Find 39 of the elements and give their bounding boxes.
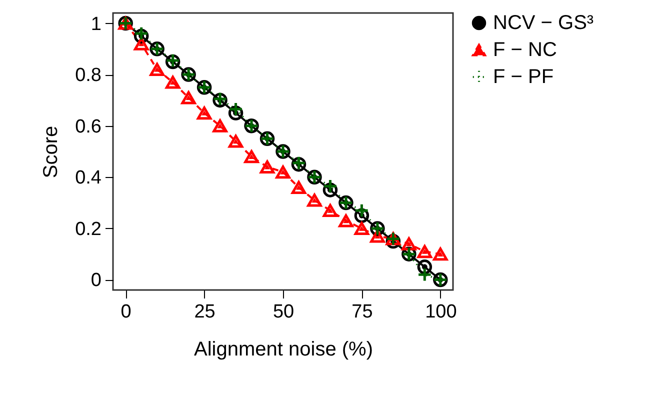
point xyxy=(354,222,370,235)
x-tick-label: 75 xyxy=(352,302,373,322)
legend-label: F − PF xyxy=(493,66,554,88)
point xyxy=(322,178,338,194)
point xyxy=(417,267,432,282)
point xyxy=(307,194,322,207)
point xyxy=(181,91,196,104)
point xyxy=(433,248,448,261)
y-tick-label: 0.6 xyxy=(75,116,102,138)
point xyxy=(244,150,259,164)
point xyxy=(196,106,212,120)
y-tick-label: 0.8 xyxy=(75,65,102,86)
point xyxy=(417,244,432,258)
y-tick-label: 1 xyxy=(90,14,102,35)
point xyxy=(276,165,290,179)
point xyxy=(228,102,244,117)
y-tick-label: 0.4 xyxy=(75,168,102,189)
point xyxy=(338,214,354,228)
point xyxy=(417,260,432,274)
x-tick-label: 50 xyxy=(272,302,294,322)
x-tick-label: 0 xyxy=(120,302,132,322)
point xyxy=(402,237,416,250)
point xyxy=(150,62,164,76)
y-tick-label: 0.2 xyxy=(75,218,102,240)
point xyxy=(228,134,244,148)
y-axis-title: Score xyxy=(40,126,62,178)
point xyxy=(354,203,370,218)
point xyxy=(322,204,338,218)
point xyxy=(165,76,180,89)
point xyxy=(291,180,306,194)
legend-label: NCV − GS³ xyxy=(493,12,594,34)
y-tick-label: 0 xyxy=(90,270,102,292)
legend-label: F − NC xyxy=(493,39,557,61)
point xyxy=(212,119,228,132)
x-tick-label: 100 xyxy=(425,302,457,322)
point xyxy=(134,37,149,50)
x-tick-label: 25 xyxy=(194,302,216,322)
x-axis-title: Alignment noise (%) xyxy=(194,338,373,360)
point xyxy=(260,160,275,174)
